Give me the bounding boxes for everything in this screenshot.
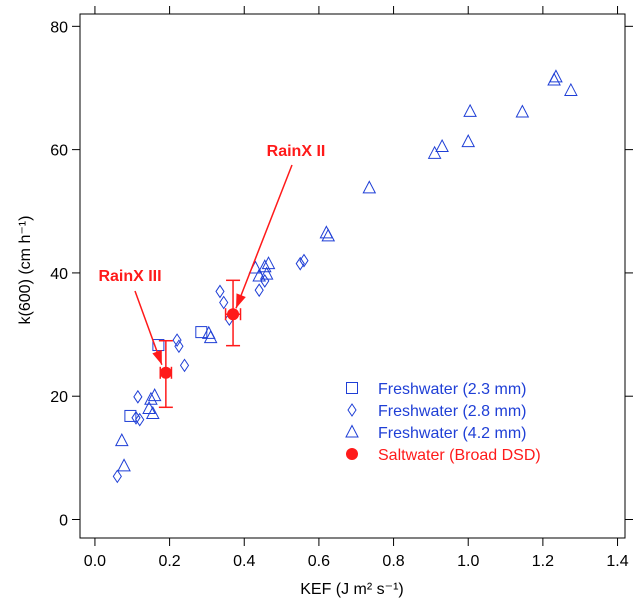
legend-marker-circle [346, 448, 358, 460]
plot-frame [79, 13, 626, 539]
x-tick-label: 1.0 [457, 553, 479, 570]
legend-label: Freshwater (2.3 mm) [378, 381, 526, 398]
annotation-arrow-rainx-ii-head [236, 293, 246, 309]
x-tick-label: 1.4 [606, 553, 628, 570]
triangle-point [461, 134, 476, 148]
y-tick-label: 0 [59, 513, 68, 530]
triangle-point [147, 388, 162, 402]
triangle-point [321, 228, 336, 242]
legend: Freshwater (2.3 mm) Freshwater (2.8 mm) Fr… [345, 381, 541, 464]
triangle-point [463, 103, 477, 117]
triangle-point [515, 104, 530, 118]
y-axis-label: k(600) (cm h⁻¹) [17, 216, 34, 325]
diamond-point [135, 412, 145, 427]
triangle-point [203, 330, 218, 344]
diamond-point [254, 283, 264, 298]
triangle-point [145, 405, 160, 419]
annotations: RainX II RainX III [98, 143, 326, 366]
y-tick-label: 40 [50, 266, 68, 283]
annotation-rainx-ii: RainX II [267, 143, 326, 160]
triangle-point [257, 259, 272, 273]
annotation-rainx-iii: RainX III [98, 268, 161, 285]
diamond-point [215, 284, 225, 299]
x-tick-label: 0.6 [308, 553, 330, 570]
diamond-point [174, 339, 184, 354]
triangle-point [117, 458, 131, 472]
x-tick-label: 0.0 [84, 553, 106, 570]
diamond-point [299, 253, 309, 268]
square-point [152, 339, 165, 352]
annotation-arrow-rainx-ii [235, 164, 293, 309]
legend-marker-diamond [347, 403, 357, 417]
y-tick-label: 80 [50, 19, 68, 36]
x-tick-label: 0.4 [233, 553, 255, 570]
triangle-point [435, 138, 449, 153]
annotation-arrow-rainx-iii-head [152, 349, 162, 365]
diamond-point [219, 295, 229, 310]
axis-ticks: 0.0 0.2 0.4 0.6 0.8 1.0 1.2 1.4 0 20 40 60 80 [50, 6, 633, 570]
diamond-point [133, 389, 143, 404]
triangle-point [114, 433, 129, 447]
y-tick-label: 60 [50, 143, 68, 160]
diamond-point [172, 333, 182, 348]
square-point [124, 409, 137, 422]
x-tick-label: 0.8 [382, 553, 404, 570]
triangle-point [549, 69, 563, 83]
diamond-point [179, 358, 190, 373]
y-tick-label: 20 [50, 389, 68, 406]
legend-label: Freshwater (4.2 mm) [378, 425, 526, 442]
saltwater-point [227, 308, 240, 321]
data-marks [112, 69, 578, 484]
legend-marker-triangle [345, 424, 359, 438]
triangle-point [261, 256, 276, 270]
triangle-point [144, 391, 158, 405]
legend-label: Freshwater (2.8 mm) [378, 403, 526, 420]
triangle-point [259, 266, 274, 280]
square-point [195, 326, 208, 339]
triangle-point [362, 180, 377, 194]
x-tick-label: 0.2 [158, 553, 180, 570]
legend-marker-square [346, 382, 358, 394]
triangle-point [427, 145, 442, 159]
saltwater-point [159, 366, 172, 379]
legend-label: Saltwater (Broad DSD) [378, 447, 541, 464]
x-tick-label: 1.2 [532, 553, 554, 570]
diamond-point [295, 256, 305, 271]
triangle-point [564, 82, 578, 96]
diamond-point [112, 469, 122, 484]
x-axis-label: KEF (J m² s⁻¹) [300, 581, 404, 598]
